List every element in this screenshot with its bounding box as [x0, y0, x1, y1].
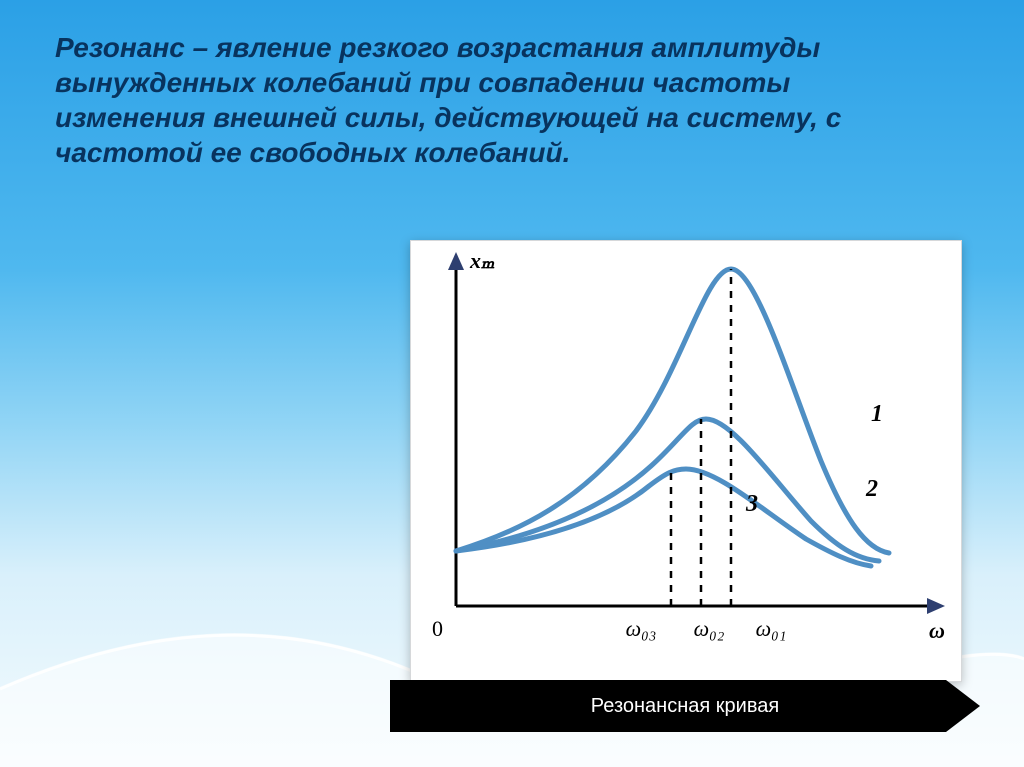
svg-text:ω₀₃: ω₀₃ [626, 616, 657, 641]
svg-text:1: 1 [871, 401, 883, 427]
chart-caption-label: Резонансная кривая [390, 695, 980, 718]
svg-text:2: 2 [865, 476, 878, 502]
svg-text:ω₀₁: ω₀₁ [756, 616, 787, 641]
svg-text:ω: ω [929, 618, 945, 643]
resonance-chart: xₘ ω 0 1 2 3 ω₀₃ ω₀₂ ω₀₁ [410, 240, 962, 682]
svg-text:ω₀₂: ω₀₂ [694, 616, 725, 641]
definition-text: Резонанс – явление резкого возрастания а… [55, 30, 904, 170]
chart-caption: Резонансная кривая [390, 680, 980, 732]
svg-text:xₘ: xₘ [469, 248, 495, 273]
svg-text:3: 3 [745, 491, 758, 517]
chart-svg: xₘ ω 0 1 2 3 ω₀₃ ω₀₂ ω₀₁ [411, 241, 961, 681]
svg-text:0: 0 [432, 616, 443, 641]
slide: Резонанс – явление резкого возрастания а… [0, 0, 1024, 767]
